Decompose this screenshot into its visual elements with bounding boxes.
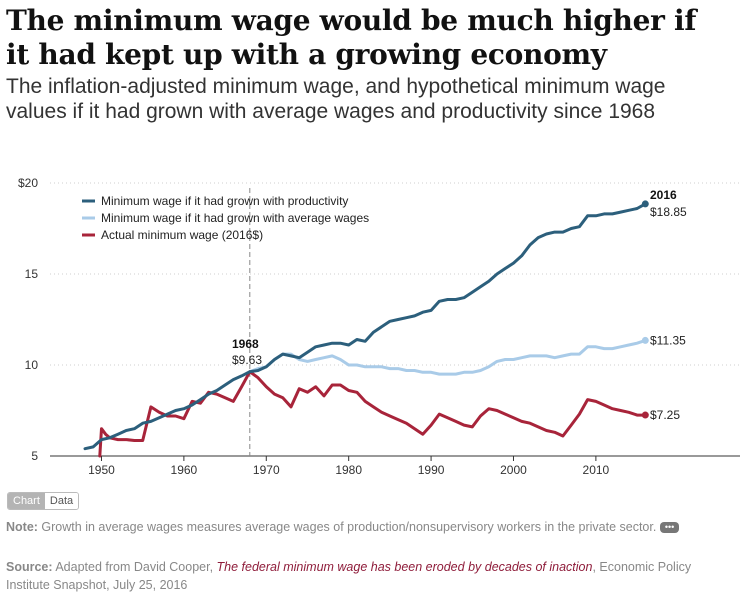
series-end-point-0: [641, 200, 649, 208]
series-end-point-1: [641, 336, 649, 344]
y-tick-label: $20: [18, 176, 38, 190]
x-tick-label: 1950: [88, 463, 115, 477]
note-label: Note:: [6, 520, 38, 534]
series-line-1: [248, 338, 647, 376]
y-tick-label: 15: [25, 267, 39, 281]
reference-year-label: 1968: [232, 337, 259, 351]
note-body: Growth in average wages measures average…: [37, 520, 657, 534]
y-axis: 5 10 15 $20: [18, 176, 38, 463]
source-link[interactable]: The federal minimum wage has been eroded…: [216, 560, 593, 574]
annotation-labels: 1968 $9.63 2016 $18.85 $11.35 $7.25: [232, 188, 687, 422]
legend-label-1: Minimum wage if it had grown with averag…: [101, 211, 369, 225]
end-value-label-productivity: $18.85: [650, 205, 687, 219]
source-prefix: Adapted from David Cooper,: [52, 560, 217, 574]
x-tick-label: 2000: [500, 463, 527, 477]
x-tick-label: 2010: [583, 463, 610, 477]
line-chart: 5 10 15 $20 1950 1960 1970 1980 1990 2000 2010 Mi…: [18, 176, 740, 477]
legend-label-0: Minimum wage if it had grown with produc…: [101, 194, 348, 208]
series-group: [83, 200, 649, 458]
tab-chart[interactable]: Chart: [8, 493, 45, 509]
x-tick-label: 1990: [418, 463, 445, 477]
series-end-point-2: [641, 411, 649, 419]
series-line-2: [98, 370, 647, 458]
x-tick-label: 1960: [171, 463, 198, 477]
more-button[interactable]: •••: [659, 522, 680, 534]
source-label: Source:: [6, 560, 53, 574]
x-tick-label: 1980: [335, 463, 362, 477]
x-axis: 1950 1960 1970 1980 1990 2000 2010: [50, 455, 740, 477]
end-year-label: 2016: [650, 188, 677, 202]
y-tick-label: 10: [25, 358, 39, 372]
end-value-label-actual: $7.25: [650, 408, 680, 422]
view-tabs: Chart Data: [7, 492, 80, 510]
series-line-0: [83, 202, 647, 451]
source-suffix: , Economic Policy Institute Snapshot, Ju…: [6, 560, 692, 592]
reference-value-label: $9.63: [232, 353, 262, 367]
end-value-label-average-wages: $11.35: [650, 333, 686, 347]
source-text: Source: Adapted from David Cooper, The f…: [6, 558, 726, 594]
legend-label-2: Actual minimum wage (2016$): [101, 228, 263, 242]
x-tick-label: 1970: [253, 463, 280, 477]
tab-data[interactable]: Data: [44, 493, 79, 509]
y-tick-label: 5: [31, 449, 38, 463]
chart-title: The minimum wage would be much higher if…: [6, 4, 697, 71]
note-text: Note: Growth in average wages measures a…: [6, 518, 726, 536]
chart-subtitle: The inflation-adjusted minimum wage, and…: [6, 75, 666, 123]
legend: Minimum wage if it had grown with produc…: [82, 194, 369, 242]
